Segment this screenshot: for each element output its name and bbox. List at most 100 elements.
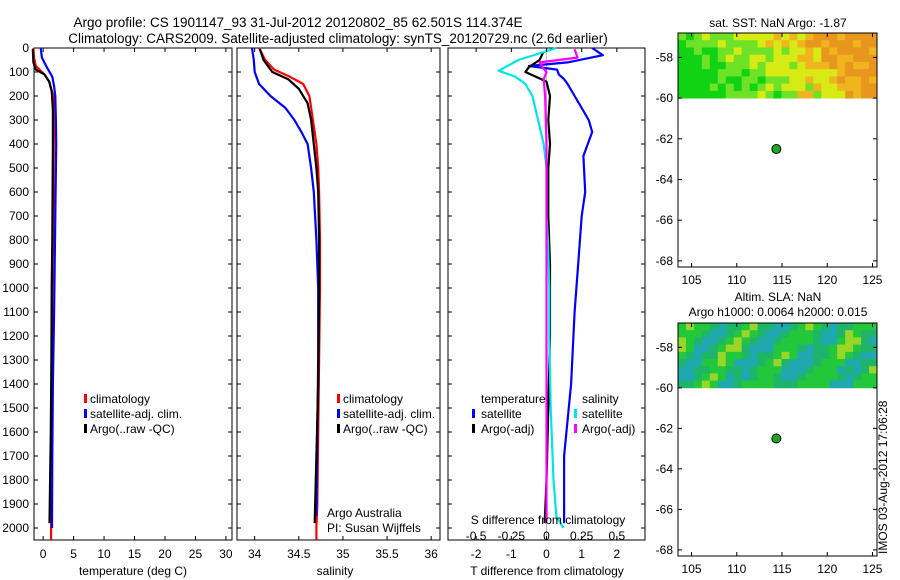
field-cell bbox=[733, 69, 743, 77]
field-cell bbox=[741, 337, 751, 346]
field-cell bbox=[701, 69, 711, 77]
field-cell bbox=[757, 47, 766, 56]
field-cell bbox=[781, 33, 790, 41]
field-cell bbox=[693, 380, 703, 389]
depth-tick-label: 800 bbox=[9, 233, 29, 247]
field-cell bbox=[813, 61, 822, 70]
field-cell bbox=[869, 33, 878, 41]
lon-tick-label: 120 bbox=[817, 273, 837, 287]
lon-tick-label: 120 bbox=[817, 562, 837, 576]
field-cell bbox=[725, 47, 735, 56]
field-cell bbox=[821, 330, 830, 338]
field-cell bbox=[685, 61, 695, 70]
field-cell bbox=[805, 359, 814, 367]
lat-tick-label: -66 bbox=[656, 502, 674, 516]
field-cell bbox=[797, 344, 806, 353]
field-cell bbox=[805, 54, 814, 63]
lat-tick-label: -68 bbox=[656, 254, 674, 268]
field-cell bbox=[781, 337, 790, 346]
field-cell bbox=[829, 351, 838, 360]
field-cell bbox=[709, 359, 719, 367]
sla-map-panel: Altim. SLA: NaN Argo h1000: 0.0064 h2000… bbox=[656, 290, 883, 576]
field-cell bbox=[741, 330, 751, 338]
series-satellite-adj-clim bbox=[39, 47, 58, 529]
field-cell bbox=[773, 47, 782, 56]
field-cell bbox=[773, 373, 782, 382]
field-cell bbox=[869, 323, 878, 331]
field-cell bbox=[725, 344, 735, 353]
field-cell bbox=[845, 323, 854, 331]
legend-s-argo-swatch bbox=[574, 424, 577, 433]
field-cell bbox=[749, 330, 758, 338]
field-cell bbox=[781, 69, 790, 77]
lon-tick-label: 115 bbox=[772, 562, 791, 576]
field-cell bbox=[845, 344, 854, 353]
field-cell bbox=[685, 344, 695, 353]
field-cell bbox=[725, 54, 735, 63]
salinity-profile-panel: 34 34.5 35 35.5 36 salinity climatology sate… bbox=[236, 47, 441, 578]
field-cell bbox=[845, 76, 854, 85]
field-cell bbox=[678, 366, 687, 374]
depth-tick-label: 500 bbox=[9, 161, 29, 175]
field-cell bbox=[765, 359, 774, 367]
field-cell bbox=[765, 54, 774, 63]
field-cell bbox=[717, 61, 727, 70]
field-cell bbox=[685, 83, 695, 92]
field-cell bbox=[861, 54, 870, 63]
lat-tick-label: -58 bbox=[656, 340, 674, 354]
x-tick-label: 35 bbox=[336, 547, 350, 561]
legend-argo-swatch bbox=[337, 424, 340, 433]
field-cell bbox=[805, 373, 814, 382]
field-cell bbox=[741, 323, 751, 331]
difference-legend: temperature satellite Argo(-adj) salinit… bbox=[472, 392, 635, 436]
field-cell bbox=[709, 33, 719, 41]
field-cell bbox=[749, 323, 758, 331]
lon-tick-label: 105 bbox=[682, 273, 702, 287]
field-cell bbox=[678, 69, 687, 77]
field-cell bbox=[837, 69, 846, 77]
field-cell bbox=[773, 83, 782, 92]
field-cell bbox=[701, 351, 711, 360]
depth-tick-label: 900 bbox=[9, 257, 29, 271]
lat-tick-label: -60 bbox=[656, 381, 674, 395]
field-cell bbox=[869, 54, 878, 63]
field-cell bbox=[781, 359, 790, 367]
field-cell bbox=[829, 47, 838, 56]
field-cell bbox=[821, 337, 830, 346]
field-cell bbox=[837, 33, 846, 41]
depth-tick-label: 1600 bbox=[2, 425, 29, 439]
field-cell bbox=[765, 344, 774, 353]
field-cell bbox=[685, 366, 695, 374]
field-cell bbox=[845, 351, 854, 360]
field-cell bbox=[749, 351, 758, 360]
field-cell bbox=[773, 90, 782, 99]
field-cell bbox=[837, 61, 846, 70]
field-cell bbox=[805, 76, 814, 85]
field-cell bbox=[709, 54, 719, 63]
field-cell bbox=[701, 54, 711, 63]
field-cell bbox=[821, 83, 830, 92]
field-cell bbox=[853, 323, 862, 331]
field-cell bbox=[869, 373, 878, 382]
field-cell bbox=[765, 47, 774, 56]
field-cell bbox=[869, 380, 878, 389]
field-cell bbox=[821, 366, 830, 374]
field-cell bbox=[797, 76, 806, 85]
field-cell bbox=[741, 47, 751, 56]
annotation-pi-name: PI: Susan Wijffels bbox=[327, 521, 421, 535]
field-cell bbox=[805, 33, 814, 41]
field-cell bbox=[749, 373, 758, 382]
sst-field bbox=[678, 33, 878, 99]
temperature-profile-panel: 0 5 10 15 20 25 30 0 100 200 300 400 500 600 700 800 90… bbox=[2, 41, 233, 578]
field-cell bbox=[813, 83, 822, 92]
field-cell bbox=[861, 83, 870, 92]
argo-float-location-marker bbox=[771, 144, 782, 155]
field-cell bbox=[765, 380, 774, 389]
field-cell bbox=[733, 366, 743, 374]
field-cell bbox=[773, 54, 782, 63]
legend-climatology-swatch bbox=[84, 394, 87, 403]
field-cell bbox=[678, 337, 687, 346]
lon-tick-label: 110 bbox=[727, 562, 746, 576]
field-cell bbox=[773, 76, 782, 85]
field-cell bbox=[869, 40, 878, 48]
